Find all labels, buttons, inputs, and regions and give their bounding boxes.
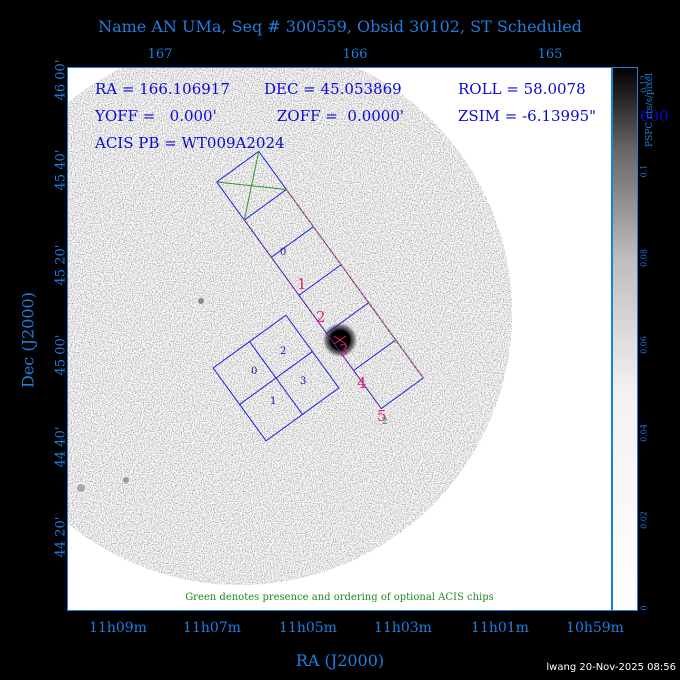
ra-tick-11h09m: 11h09m bbox=[89, 620, 147, 636]
zoff-value: ZOFF = 0.0000' bbox=[277, 107, 405, 125]
yoff-value: YOFF = 0.000' bbox=[95, 107, 217, 125]
acis-s-chip-2-label: 2 bbox=[316, 308, 326, 326]
roll-value: ROLL = 58.0078 bbox=[458, 80, 586, 98]
ra-tick-11h03m: 11h03m bbox=[374, 620, 432, 636]
acis-s-chip-5-label: 5 bbox=[377, 407, 387, 425]
dec-tick-45-20: 45 20' bbox=[53, 244, 69, 286]
optional-chips-note: Green denotes presence and ordering of o… bbox=[185, 592, 494, 603]
colorbar bbox=[613, 68, 637, 610]
ra-tick-11h01m: 11h01m bbox=[471, 620, 529, 636]
zsim-value: ZSIM = -6.13995" bbox=[458, 107, 597, 125]
acis-s-outline bbox=[215, 150, 425, 410]
acis-s-array bbox=[215, 150, 425, 410]
sky-image-panel: 0 1 2 3 4 5 0 1 2 3 2 RA = 166.106917 DE… bbox=[68, 68, 611, 610]
acis-s-chip-1-label: 1 bbox=[297, 275, 307, 293]
dec-value: DEC = 45.053869 bbox=[264, 80, 402, 98]
plot-title: Name AN UMa, Seq # 300559, Obsid 30102, … bbox=[98, 17, 582, 36]
acis-i-array bbox=[212, 314, 340, 442]
colorbar-tick-0.04: 0.04 bbox=[639, 424, 649, 442]
aimpoint-marker bbox=[333, 335, 347, 345]
faint-source bbox=[77, 484, 85, 492]
dec-tick-45-00: 45 00' bbox=[53, 334, 69, 376]
dec-tick-44-40: 44 40' bbox=[53, 426, 69, 468]
faint-source bbox=[123, 477, 129, 483]
acis-pb-value: ACIS PB = WT009A2024 bbox=[95, 134, 285, 152]
acis-i-chip-3-label: 3 bbox=[300, 376, 306, 387]
colorbar-tick-0: 0 bbox=[639, 605, 649, 611]
acis-i-chip-1-label: 1 bbox=[270, 396, 276, 407]
sky-field-svg: 0 1 2 3 4 5 0 1 2 3 2 bbox=[68, 68, 512, 585]
acis-i-chip-2-label: 2 bbox=[280, 346, 286, 357]
ra-value: RA = 166.106917 bbox=[95, 80, 230, 98]
ra-tick-11h05m: 11h05m bbox=[279, 620, 337, 636]
acis-s-chip-0-label: 0 bbox=[280, 247, 286, 258]
colorbar-tick-0.08: 0.08 bbox=[639, 249, 649, 267]
ra-tick-11h07m: 11h07m bbox=[183, 620, 241, 636]
colorbar-unit: PSPC cts/s/pixel bbox=[645, 73, 655, 147]
dec-tick-46-00: 46 00' bbox=[53, 59, 69, 101]
footer-stamp: lwang 20-Nov-2025 08:56 bbox=[546, 662, 676, 673]
pspc-field-texture bbox=[68, 68, 512, 585]
ra-tick-10h59m: 10h59m bbox=[566, 620, 624, 636]
acis-s-chip-3-label: 3 bbox=[339, 341, 349, 359]
colorbar-tick-0.06: 0.06 bbox=[639, 336, 649, 354]
acis-i-chip-0-label: 0 bbox=[251, 366, 257, 377]
faint-source bbox=[198, 298, 204, 304]
ra-top-tick-165: 165 bbox=[537, 47, 563, 62]
ra-top-tick-166: 166 bbox=[342, 47, 368, 62]
ra-top-tick-167: 167 bbox=[147, 47, 173, 62]
acis-s-chip-4-label: 4 bbox=[357, 374, 367, 392]
optional-chip-marker: 2 bbox=[382, 417, 388, 427]
x-axis-title: RA (J2000) bbox=[295, 651, 385, 670]
colorbar-tick-0.1: 0.1 bbox=[639, 164, 649, 178]
zsim-overflow: 600 bbox=[640, 107, 669, 125]
colorbar-tick-0.02: 0.02 bbox=[639, 511, 649, 529]
y-axis-title: Dec (J2000) bbox=[18, 292, 38, 388]
dec-tick-44-20: 44 20' bbox=[53, 516, 69, 558]
dec-tick-45-40: 45 40' bbox=[53, 149, 69, 191]
